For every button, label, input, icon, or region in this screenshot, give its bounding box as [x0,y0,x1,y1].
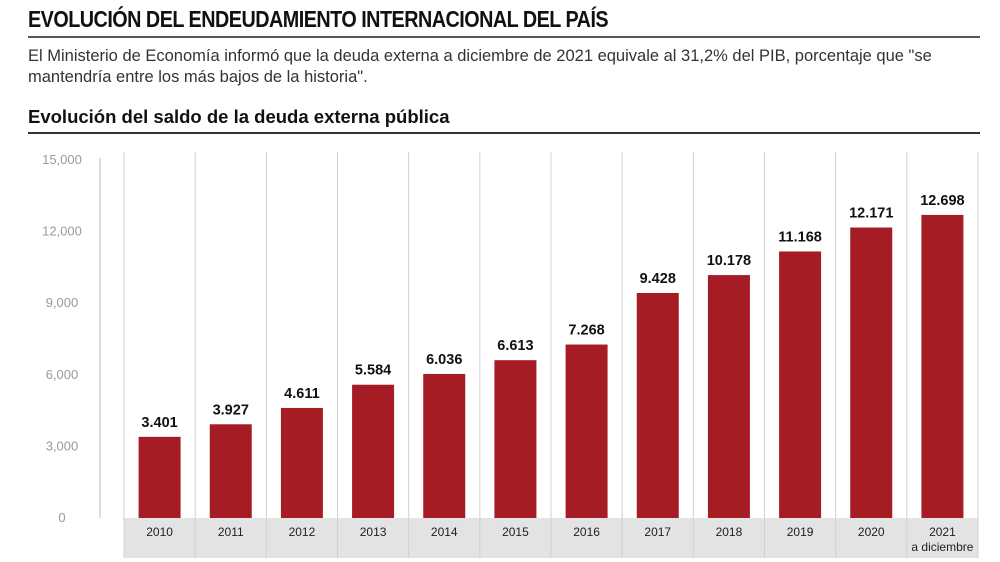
chart-title-rule [28,132,980,134]
bar [209,424,252,518]
bar-value-label: 9.428 [640,271,676,287]
x-tick-label: 2011 [218,525,244,539]
chart-title: Evolución del saldo de la deuda externa … [28,106,450,127]
bar-value-label: 10.178 [707,253,751,269]
y-tick-label: 12,000 [42,224,82,239]
headline-rule [28,36,980,38]
x-tick-label: 2016 [573,525,600,539]
x-tick-label: 2018 [716,525,743,539]
x-tick-label: 2017 [644,525,671,539]
bar [707,275,750,518]
bar-value-label: 5.584 [355,363,391,379]
y-tick-label: 0 [58,510,65,525]
bar [280,407,323,518]
x-tick-label: 2013 [360,525,387,539]
bar [850,227,893,518]
y-tick-label: 6,000 [46,367,79,382]
x-tick-label: 2020 [858,525,885,539]
bar-value-label: 4.611 [284,386,320,402]
bar [138,436,181,518]
lede-text: El Ministerio de Economía informó que la… [28,47,932,86]
bar [636,292,679,518]
bar [494,360,537,518]
bar [779,251,822,518]
bar-value-label: 12.171 [849,206,893,222]
bar-value-label: 3.401 [141,415,177,431]
x-tick-label: 2014 [431,525,458,539]
bar-value-label: 6.613 [497,338,533,354]
bar [423,373,466,518]
y-tick-label: 15,000 [42,152,82,167]
bar [921,214,964,518]
x-tick-label: 2012 [289,525,316,539]
x-tick-label: 2010 [146,525,173,539]
bar [565,344,608,518]
bar-value-label: 6.036 [426,352,462,368]
bar-value-label: 7.268 [568,323,604,339]
y-tick-label: 3,000 [46,438,79,453]
x-tick-label: 2015 [502,525,529,539]
bar-value-label: 3.927 [213,402,249,418]
bar [352,384,395,518]
x-tick-sublabel: a diciembre [911,540,973,554]
headline: EVOLUCIÓN DEL ENDEUDAMIENTO INTERNACIONA… [28,6,609,32]
bar-value-label: 12.698 [920,193,964,209]
y-tick-label: 9,000 [46,295,79,310]
bar-value-label: 11.168 [778,229,822,245]
x-tick-label: 2019 [787,525,814,539]
x-tick-label: 2021 [929,525,956,539]
